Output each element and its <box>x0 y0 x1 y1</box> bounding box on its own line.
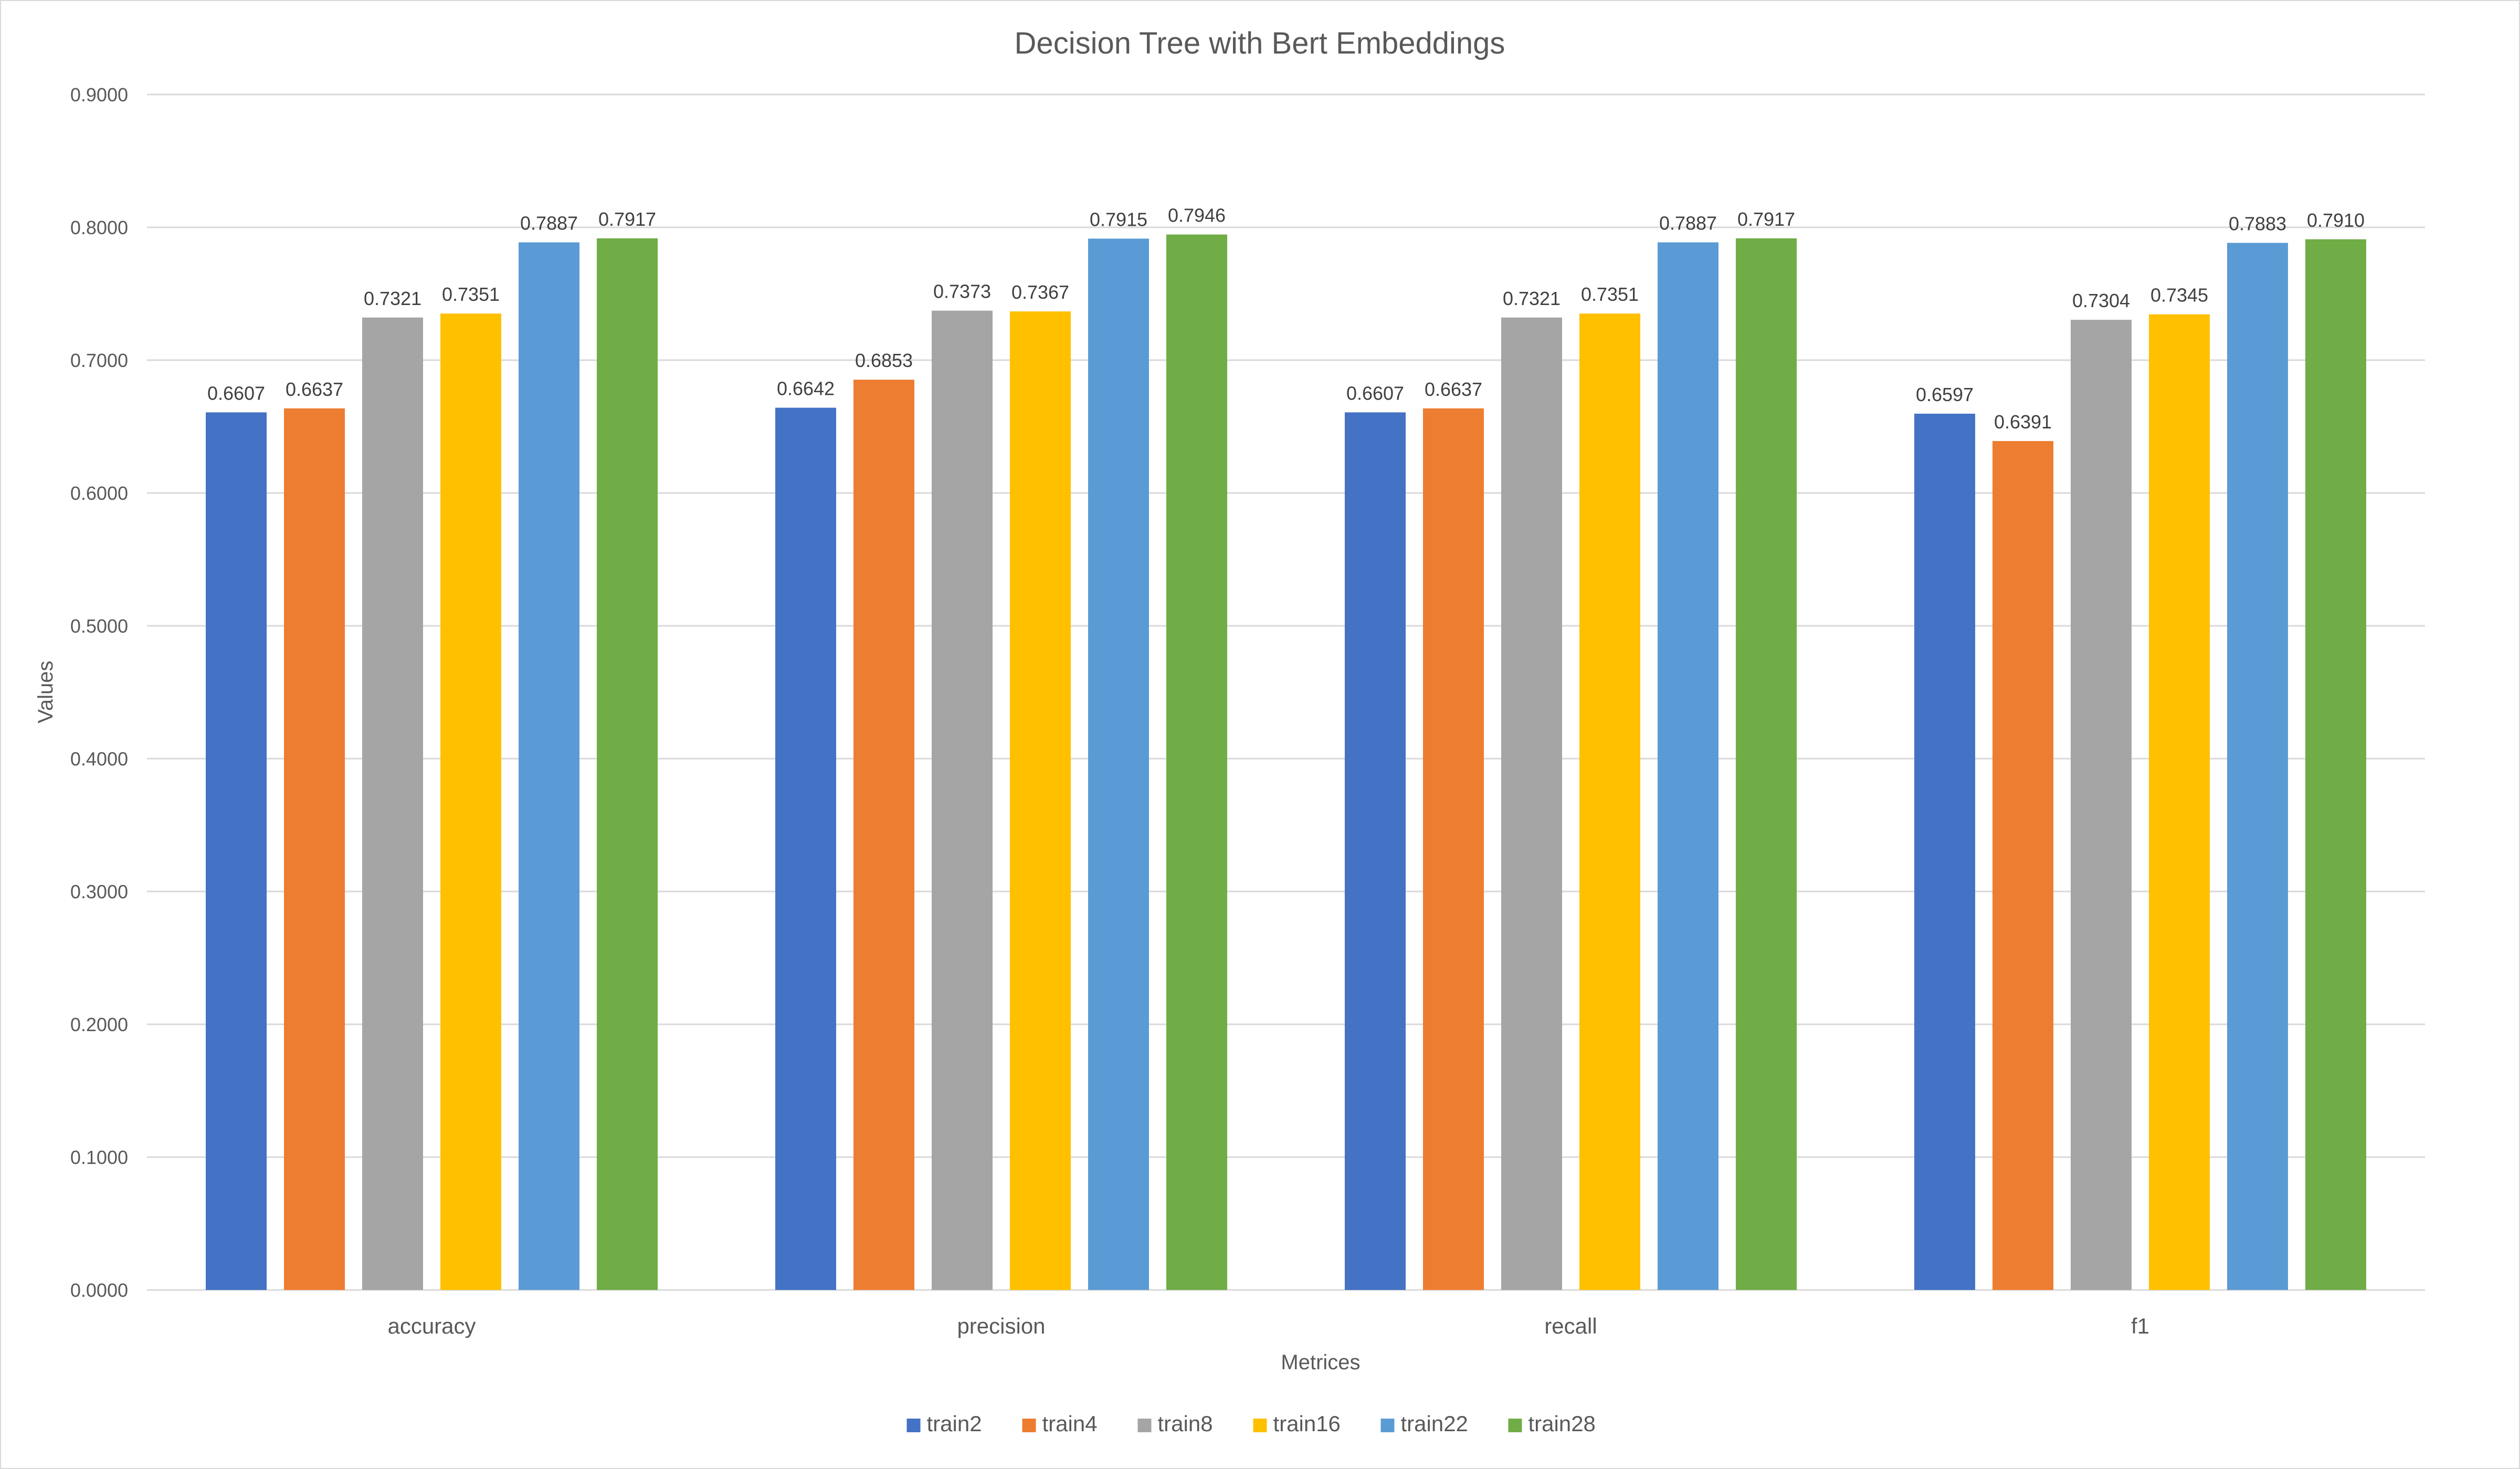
data-label: 0.7915 <box>1090 209 1147 230</box>
data-label: 0.7351 <box>1581 284 1639 305</box>
bar-train2-precision <box>775 407 836 1290</box>
data-label: 0.6607 <box>1346 382 1404 404</box>
bar-train2-recall <box>1345 412 1406 1290</box>
data-label: 0.7304 <box>2072 290 2130 311</box>
y-tick-label: 0.3000 <box>70 881 128 903</box>
data-label: 0.6642 <box>777 378 835 400</box>
data-label: 0.7910 <box>2307 209 2365 231</box>
x-tick-label: recall <box>1544 1314 1597 1338</box>
legend-label-train28: train28 <box>1528 1411 1596 1436</box>
x-tick-label: f1 <box>2131 1314 2149 1338</box>
bar-train4-precision <box>853 380 914 1290</box>
data-label: 0.7345 <box>2150 285 2208 306</box>
y-tick-label: 0.6000 <box>70 482 128 504</box>
y-tick-label: 0.0000 <box>70 1279 128 1301</box>
bar-train16-recall <box>1579 313 1640 1290</box>
bar-train2-accuracy <box>206 412 267 1290</box>
legend-swatch-train28 <box>1508 1419 1522 1432</box>
chart-title: Decision Tree with Bert Embeddings <box>1015 26 1505 60</box>
bar-train4-recall <box>1423 408 1484 1290</box>
y-tick-label: 0.5000 <box>70 615 128 637</box>
legend-label-train2: train2 <box>927 1411 982 1436</box>
x-axis-ticks: accuracy precision recall f1 <box>387 1314 2149 1338</box>
y-axis-title: Values <box>34 660 57 723</box>
x-tick-label: accuracy <box>387 1314 476 1338</box>
legend-swatch-train16 <box>1253 1419 1267 1432</box>
bar-train16-f1 <box>2149 314 2210 1290</box>
y-tick-label: 0.2000 <box>70 1014 128 1035</box>
data-label: 0.7917 <box>598 208 656 230</box>
data-label: 0.7883 <box>2229 213 2286 235</box>
legend-label-train16: train16 <box>1273 1411 1341 1436</box>
y-tick-label: 0.1000 <box>70 1147 128 1168</box>
legend-label-train4: train4 <box>1042 1411 1098 1436</box>
data-label: 0.7887 <box>520 213 578 234</box>
y-tick-label: 0.9000 <box>70 84 128 106</box>
bar-train16-precision <box>1010 311 1071 1290</box>
legend-swatch-train8 <box>1137 1419 1152 1432</box>
bar-train22-precision <box>1088 238 1149 1290</box>
data-label: 0.7321 <box>1503 288 1560 309</box>
data-label: 0.6637 <box>1425 379 1482 400</box>
bar-train4-f1 <box>1992 441 2053 1290</box>
data-label: 0.6637 <box>286 379 343 400</box>
data-label: 0.7321 <box>364 288 421 309</box>
legend-swatch-train22 <box>1380 1419 1395 1432</box>
bar-train8-f1 <box>2071 320 2132 1290</box>
data-label: 0.7887 <box>1659 213 1717 234</box>
bar-train8-precision <box>932 310 993 1290</box>
data-label: 0.7946 <box>1168 205 1226 226</box>
bar-train22-accuracy <box>519 242 579 1290</box>
legend-swatch-train2 <box>906 1419 921 1432</box>
bar-train22-f1 <box>2227 243 2288 1290</box>
legend-label-train22: train22 <box>1401 1411 1468 1436</box>
bars <box>206 234 2366 1290</box>
bar-train28-f1 <box>2305 239 2366 1290</box>
x-tick-label: precision <box>957 1314 1045 1338</box>
data-label: 0.6607 <box>207 382 265 404</box>
data-label: 0.7917 <box>1737 208 1795 230</box>
legend: train2 train4 train8 train16 train22 train28 <box>906 1411 1596 1436</box>
legend-swatch-train4 <box>1022 1419 1036 1432</box>
x-axis-title: Metrices <box>1281 1351 1360 1374</box>
data-label: 0.7367 <box>1011 281 1069 303</box>
bar-train16-accuracy <box>440 313 501 1290</box>
bar-train28-recall <box>1736 238 1797 1290</box>
data-label: 0.6391 <box>1994 411 2052 433</box>
bar-train28-precision <box>1166 234 1227 1290</box>
y-tick-label: 0.7000 <box>70 350 128 371</box>
bar-train2-f1 <box>1914 413 1975 1290</box>
data-label: 0.7373 <box>933 281 991 302</box>
bar-train28-accuracy <box>597 238 658 1290</box>
data-label: 0.7351 <box>442 284 500 305</box>
y-tick-label: 0.8000 <box>70 217 128 238</box>
bar-train22-recall <box>1658 242 1718 1290</box>
bar-train4-accuracy <box>284 408 345 1290</box>
bar-train8-accuracy <box>362 317 423 1290</box>
data-label: 0.6597 <box>1916 384 1974 405</box>
y-axis-ticks: 0.0000 0.1000 0.2000 0.3000 0.4000 0.5000 0.60… <box>70 84 128 1301</box>
bar-train8-recall <box>1501 317 1562 1290</box>
data-labels: 0.6607 0.6637 0.7321 0.7351 0.7887 0.7917 0.66… <box>207 205 2365 433</box>
data-label: 0.6853 <box>855 350 913 371</box>
legend-label-train8: train8 <box>1158 1411 1213 1436</box>
y-tick-label: 0.4000 <box>70 748 128 770</box>
